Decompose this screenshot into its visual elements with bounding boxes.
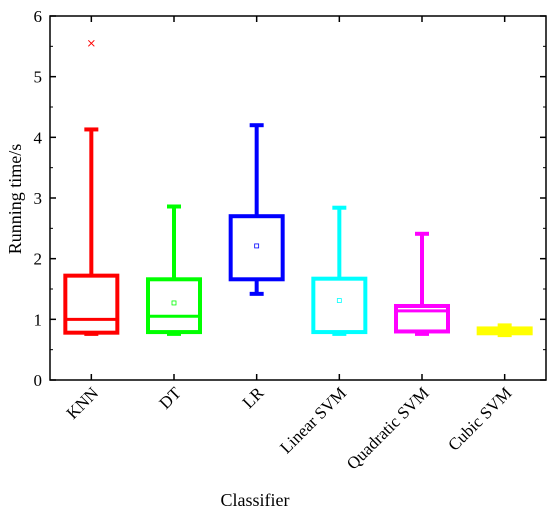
y-axis-title: Running time/s xyxy=(5,144,25,255)
x-tick-label: Linear SVM xyxy=(276,383,350,457)
box-knn xyxy=(63,39,120,336)
x-tick-label: Quadratic SVM xyxy=(343,383,433,473)
y-tick-label: 4 xyxy=(34,128,43,147)
mean-marker xyxy=(336,298,342,303)
iqr-box xyxy=(63,273,120,335)
plot-frame xyxy=(49,15,547,381)
mean-marker xyxy=(254,243,260,249)
box-linear-svm xyxy=(311,205,368,336)
x-tick-label: LR xyxy=(239,383,268,412)
y-tick-label: 2 xyxy=(34,250,43,269)
x-tick-label: KNN xyxy=(63,383,102,422)
iqr-box xyxy=(311,276,368,335)
x-axis-title: Classifier xyxy=(221,490,290,510)
y-tick-label: 1 xyxy=(34,310,43,329)
iqr-box xyxy=(146,277,202,335)
plot-marks xyxy=(63,39,533,338)
mean-marker xyxy=(171,300,177,306)
iqr-box xyxy=(394,303,450,334)
x-tick-label: Cubic SVM xyxy=(444,383,515,454)
box-quadratic-svm xyxy=(394,231,450,336)
box-lr xyxy=(228,123,285,296)
y-tick-label: 0 xyxy=(34,371,43,390)
outlier-marker xyxy=(87,39,95,47)
y-tick-label: 5 xyxy=(34,68,43,87)
x-tick-label: DT xyxy=(155,383,185,413)
y-tick-label: 6 xyxy=(34,7,43,26)
box-cubic-svm xyxy=(476,323,533,338)
y-tick-label: 3 xyxy=(34,189,43,208)
box-dt xyxy=(146,204,202,336)
